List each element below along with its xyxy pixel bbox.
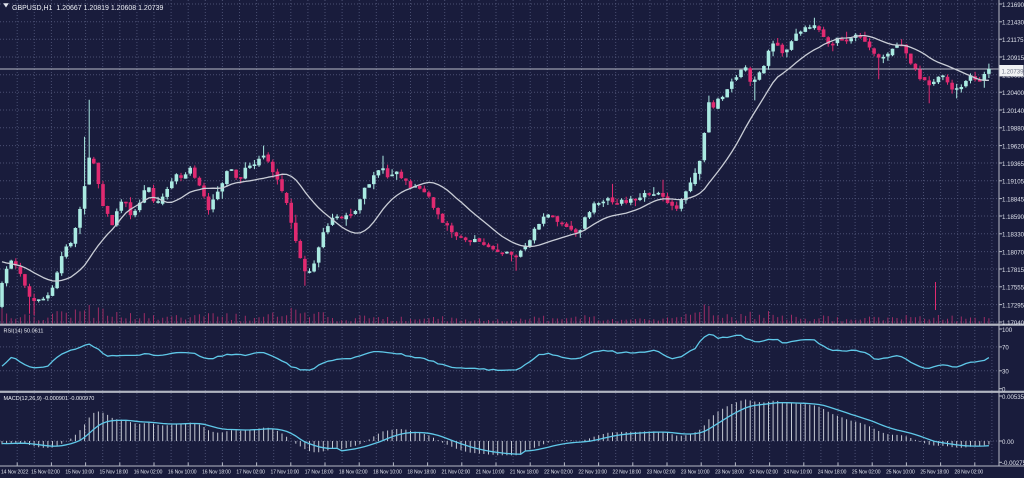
svg-text:22 Nov 10:00: 22 Nov 10:00: [578, 470, 607, 476]
svg-text:1.17040: 1.17040: [1002, 320, 1024, 327]
svg-text:1.18330: 1.18330: [1002, 232, 1024, 239]
svg-text:1.19105: 1.19105: [1002, 179, 1024, 186]
svg-text:28 Nov 02:00: 28 Nov 02:00: [955, 470, 984, 476]
svg-text:0.00: 0.00: [1002, 439, 1014, 446]
svg-text:30: 30: [1002, 369, 1009, 376]
svg-text:21 Nov 18:00: 21 Nov 18:00: [510, 470, 539, 476]
svg-text:GBPUSD,H1 1.20667 1.20819 1.2: GBPUSD,H1 1.20667 1.20819 1.20608 1.2073…: [12, 5, 163, 12]
svg-text:24 Nov 18:00: 24 Nov 18:00: [818, 470, 847, 476]
svg-text:25 Nov 18:00: 25 Nov 18:00: [920, 470, 949, 476]
svg-text:25 Nov 02:00: 25 Nov 02:00: [852, 470, 881, 476]
svg-text:1.18845: 1.18845: [1002, 196, 1024, 203]
svg-text:1.20400: 1.20400: [1002, 90, 1024, 97]
svg-text:17 Nov 10:00: 17 Nov 10:00: [271, 470, 300, 476]
svg-text:1.17815: 1.17815: [1002, 267, 1024, 274]
svg-text:18 Nov 10:00: 18 Nov 10:00: [373, 470, 402, 476]
svg-text:23 Nov 10:00: 23 Nov 10:00: [681, 470, 710, 476]
svg-text:0: 0: [1002, 387, 1006, 394]
svg-text:16 Nov 02:00: 16 Nov 02:00: [134, 470, 163, 476]
svg-text:23 Nov 18:00: 23 Nov 18:00: [715, 470, 744, 476]
svg-text:1.20739: 1.20739: [1002, 69, 1024, 76]
svg-text:1.21690: 1.21690: [1002, 2, 1024, 9]
svg-text:22 Nov 18:00: 22 Nov 18:00: [613, 470, 642, 476]
svg-text:14 Nov 2022: 14 Nov 2022: [1, 470, 29, 476]
svg-text:RSI(14) 50.0611: RSI(14) 50.0611: [4, 329, 44, 335]
svg-text:1.17295: 1.17295: [1002, 302, 1024, 309]
svg-text:24 Nov 02:00: 24 Nov 02:00: [749, 470, 778, 476]
svg-text:0.005354: 0.005354: [1002, 394, 1024, 401]
svg-text:1.21430: 1.21430: [1002, 20, 1024, 27]
svg-text:21 Nov 02:00: 21 Nov 02:00: [442, 470, 471, 476]
svg-text:100: 100: [1002, 327, 1013, 334]
svg-text:15 Nov 02:00: 15 Nov 02:00: [31, 470, 60, 476]
svg-text:1.19620: 1.19620: [1002, 143, 1024, 150]
svg-text:1.18590: 1.18590: [1002, 214, 1024, 221]
svg-text:23 Nov 02:00: 23 Nov 02:00: [647, 470, 676, 476]
svg-text:-0.002758: -0.002758: [1002, 460, 1024, 467]
svg-text:24 Nov 10:00: 24 Nov 10:00: [784, 470, 813, 476]
svg-text:1.21175: 1.21175: [1002, 37, 1024, 44]
svg-text:70: 70: [1002, 345, 1009, 352]
svg-text:1.17555: 1.17555: [1002, 285, 1024, 292]
svg-text:16 Nov 10:00: 16 Nov 10:00: [168, 470, 197, 476]
svg-text:22 Nov 02:00: 22 Nov 02:00: [544, 470, 573, 476]
svg-text:1.20915: 1.20915: [1002, 55, 1024, 62]
svg-text:15 Nov 10:00: 15 Nov 10:00: [65, 470, 94, 476]
svg-text:25 Nov 10:00: 25 Nov 10:00: [886, 470, 915, 476]
svg-text:18 Nov 02:00: 18 Nov 02:00: [339, 470, 368, 476]
svg-text:18 Nov 18:00: 18 Nov 18:00: [407, 470, 436, 476]
svg-text:1.18070: 1.18070: [1002, 249, 1024, 256]
svg-text:16 Nov 18:00: 16 Nov 18:00: [202, 470, 231, 476]
svg-text:MACD(12,26,9) -0.000901 -0.000: MACD(12,26,9) -0.000901 -0.000970: [4, 396, 95, 402]
svg-text:21 Nov 10:00: 21 Nov 10:00: [476, 470, 505, 476]
svg-text:15 Nov 18:00: 15 Nov 18:00: [100, 470, 129, 476]
svg-text:17 Nov 18:00: 17 Nov 18:00: [305, 470, 334, 476]
svg-text:1.19365: 1.19365: [1002, 161, 1024, 168]
svg-text:17 Nov 02:00: 17 Nov 02:00: [236, 470, 265, 476]
svg-text:1.20140: 1.20140: [1002, 108, 1024, 115]
svg-text:1.19880: 1.19880: [1002, 126, 1024, 133]
